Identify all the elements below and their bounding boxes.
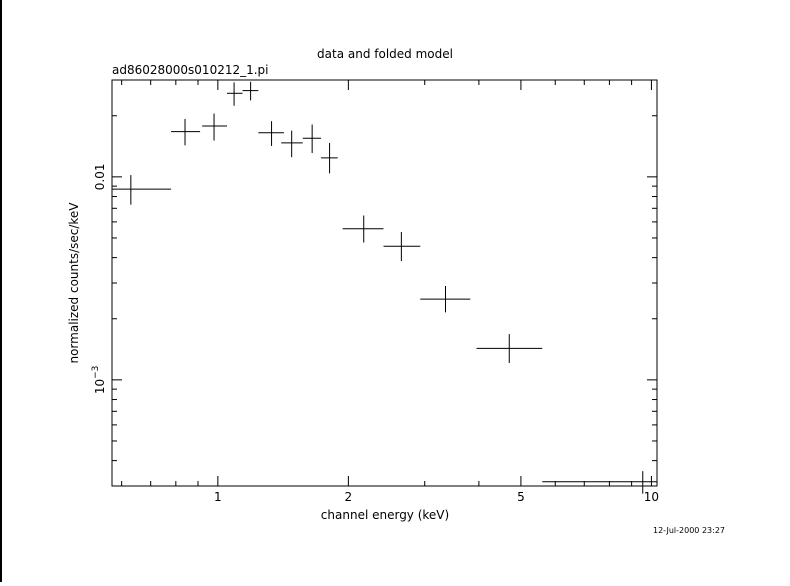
data-point: [242, 81, 259, 101]
y-major-ticks: 0.01 10−3: [91, 163, 657, 394]
data-point: [227, 82, 243, 106]
data-point: [281, 130, 303, 158]
chart-title: data and folded model: [317, 47, 453, 61]
data-points: [112, 81, 657, 494]
y-tick-label-base: 10: [93, 379, 107, 394]
y-tick-label: 10−3: [91, 366, 107, 395]
y-tick-label: 0.01: [93, 163, 107, 190]
data-point: [476, 334, 543, 364]
data-point: [342, 215, 384, 243]
data-point: [542, 471, 657, 494]
data-point: [383, 231, 421, 262]
x-minor-ticks: [121, 80, 633, 486]
timestamp-label: 12-Jul-2000 23:27: [653, 526, 725, 535]
chart-subtitle: ad86028000s010212_1.pi: [112, 63, 269, 77]
y-tick-label-exponent: −3: [91, 366, 101, 379]
x-axis-label: channel energy (keV): [321, 508, 449, 522]
data-point: [321, 142, 338, 174]
data-point: [171, 118, 201, 146]
data-point: [420, 285, 471, 313]
plot-frame: [111, 79, 658, 487]
y-tick-label-base: 0.01: [93, 163, 107, 190]
x-tick-label: 5: [517, 490, 525, 504]
data-point: [302, 124, 322, 154]
x-tick-label: 10: [644, 490, 659, 504]
data-point: [258, 121, 284, 146]
window-edge-rule: [0, 0, 2, 582]
y-minor-ticks: [112, 79, 657, 487]
x-tick-label: 1: [214, 490, 222, 504]
x-major-ticks: 1 2 5 10: [214, 80, 659, 504]
x-tick-label: 2: [345, 490, 353, 504]
y-axis-label: normalized counts/sec/keV: [67, 202, 81, 364]
data-point: [112, 175, 172, 205]
data-point: [202, 113, 228, 141]
